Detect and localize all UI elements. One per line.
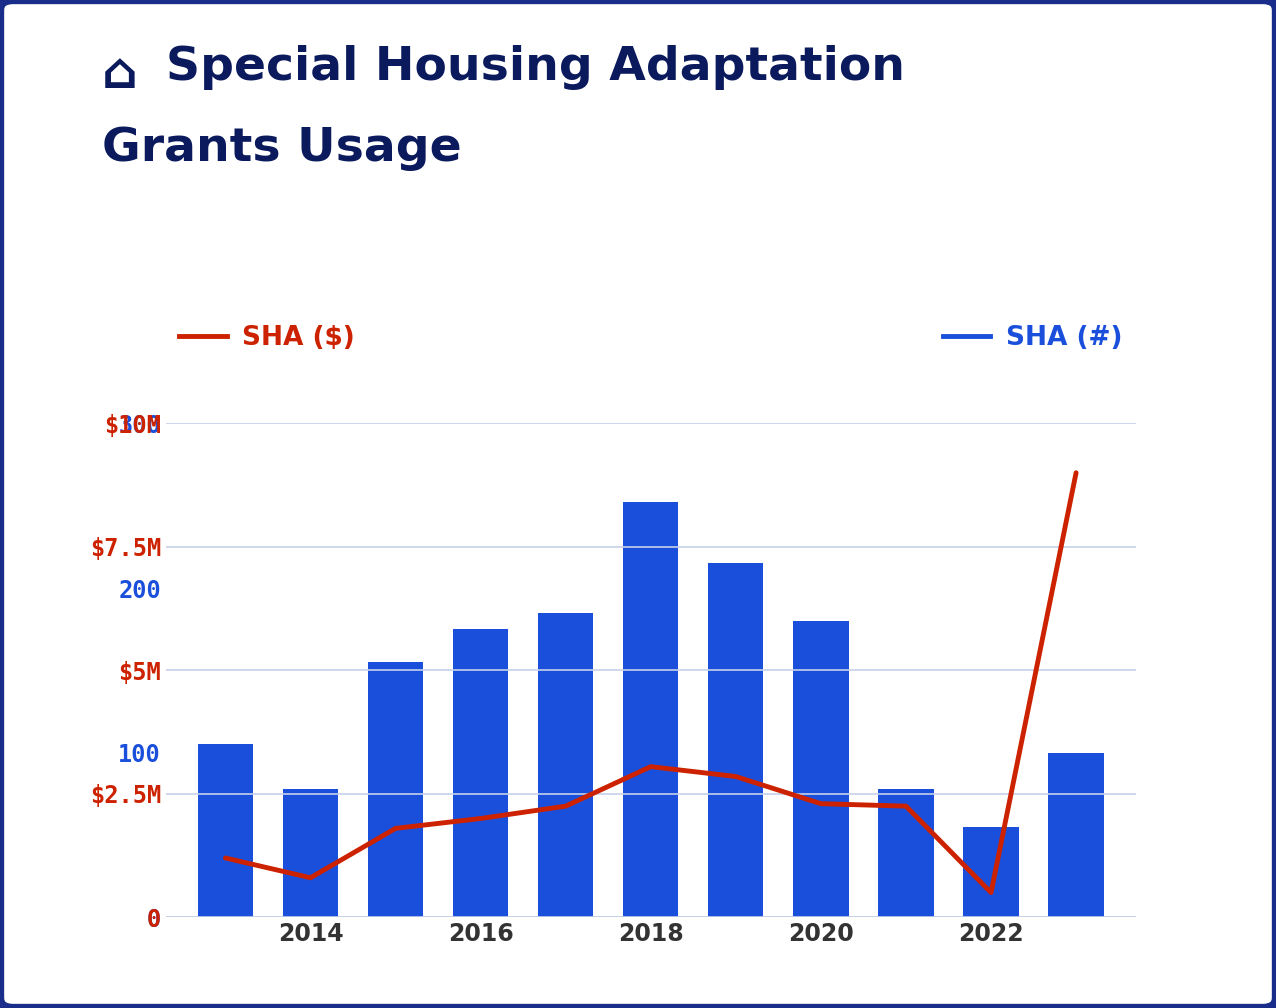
Text: ⌂: ⌂ [102,50,138,99]
Bar [794,621,849,917]
Bar [538,613,593,917]
Bar [623,502,679,917]
Bar [1049,753,1104,917]
Text: Special Housing Adaptation: Special Housing Adaptation [166,45,905,91]
Legend: SHA (#): SHA (#) [943,325,1123,351]
Bar [963,827,1018,917]
Bar [878,789,934,917]
Bar [708,563,763,917]
Bar [283,789,338,917]
Text: Grants Usage: Grants Usage [102,126,462,171]
Bar [367,662,424,917]
Bar [198,744,253,917]
Bar [453,629,508,917]
